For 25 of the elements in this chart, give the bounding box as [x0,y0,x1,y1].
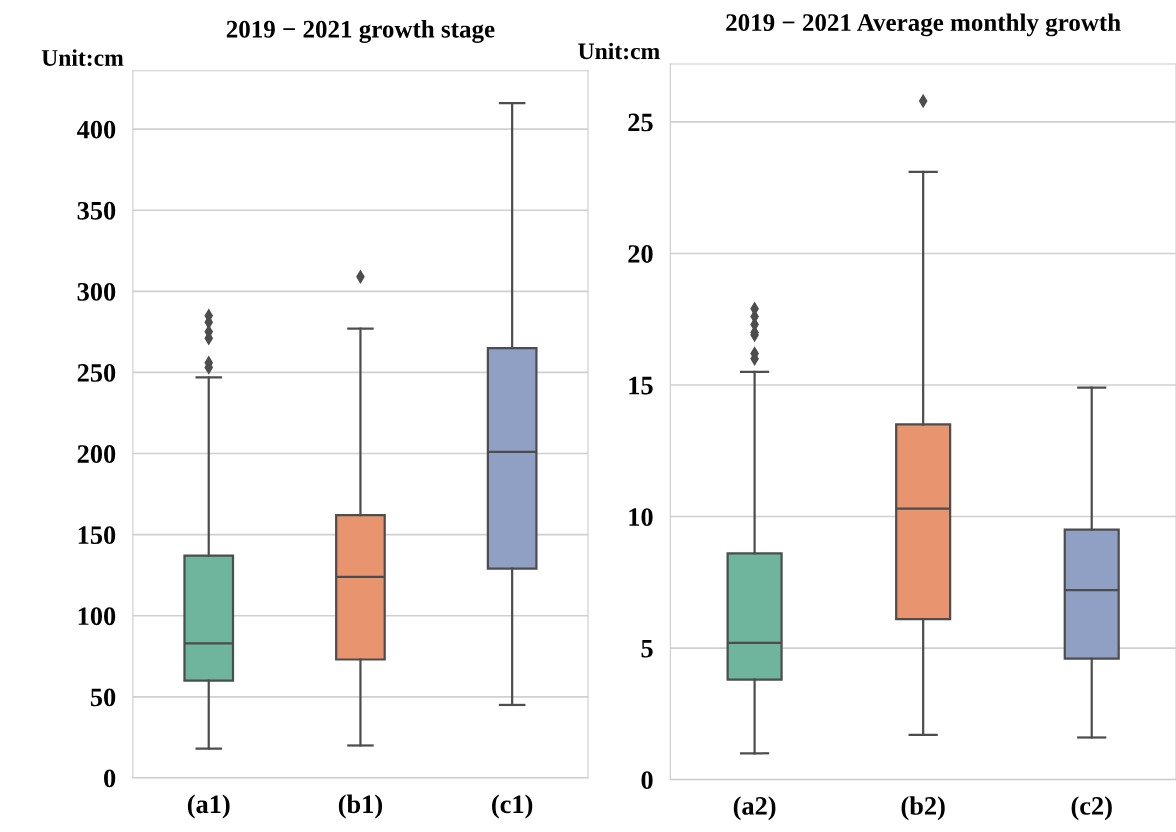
y-tick-label: 5 [641,639,653,658]
x-tick-label: (c1) [492,794,533,819]
chart-title: 2019 − 2021 growth stage [226,20,495,43]
y-tick-label: 10 [629,508,653,526]
y-tick-label: 150 [78,526,116,545]
y-tick-label: 300 [77,282,116,301]
y-axis-title: Unit:cm [578,42,660,60]
x-tick-label: (c2) [1071,796,1112,821]
y-tick-label: 25 [628,113,653,132]
y-tick-label: 200 [77,445,116,463]
x-tick-label: (b2) [901,796,945,821]
y-tick-label: 20 [628,245,653,263]
y-tick-label: 50 [90,688,116,707]
y-tick-label: 100 [78,607,116,626]
y-tick-label: 0 [641,771,653,789]
y-tick-label: 400 [77,120,116,139]
y-tick-label: 350 [77,201,116,220]
x-tick-label: (a1) [187,794,230,819]
y-axis-title: Unit:cm [41,49,124,67]
y-tick-label: 250 [77,364,116,382]
y-tick-label: 15 [629,376,653,395]
y-tick-label: 0 [104,769,116,788]
chart-title: 2019 − 2021 Average monthly growth [726,13,1121,37]
x-tick-label: (b1) [338,794,383,819]
x-tick-label: (a2) [733,796,776,821]
